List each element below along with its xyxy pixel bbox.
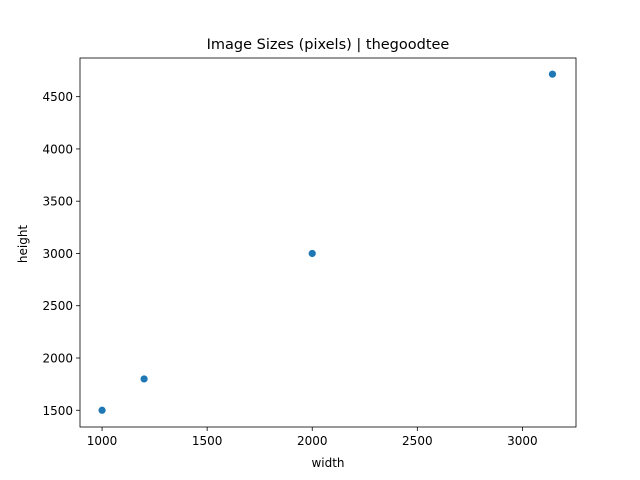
- y-tick-label: 4500: [42, 90, 73, 104]
- axes-frame: [79, 57, 577, 428]
- data-point: [548, 70, 557, 78]
- plot-area: 1000 1500 2000 2500 3000 1500 2000 2500 3000 3500…: [42, 57, 577, 448]
- y-tick-label: 3500: [42, 195, 73, 209]
- x-tick-label: 2000: [297, 434, 328, 448]
- y-tick-label: 3000: [42, 247, 73, 261]
- y-axis-label: height: [16, 225, 30, 264]
- x-tick-label: 1500: [192, 434, 223, 448]
- data-point: [140, 375, 148, 383]
- data-point: [308, 249, 316, 258]
- x-tick-label: 1000: [87, 434, 118, 448]
- y-tick-label: 4000: [42, 142, 73, 156]
- x-tick-label: 2500: [402, 434, 433, 448]
- x-tick-label: 3000: [507, 434, 538, 448]
- y-tick-label: 1500: [42, 404, 73, 418]
- chart-title: Image Sizes (pixels) | thegoodtee: [207, 37, 450, 53]
- x-axis-label: width: [311, 456, 344, 470]
- y-tick-label: 2000: [42, 352, 73, 366]
- data-point: [98, 406, 106, 414]
- y-tick-label: 2500: [42, 299, 73, 313]
